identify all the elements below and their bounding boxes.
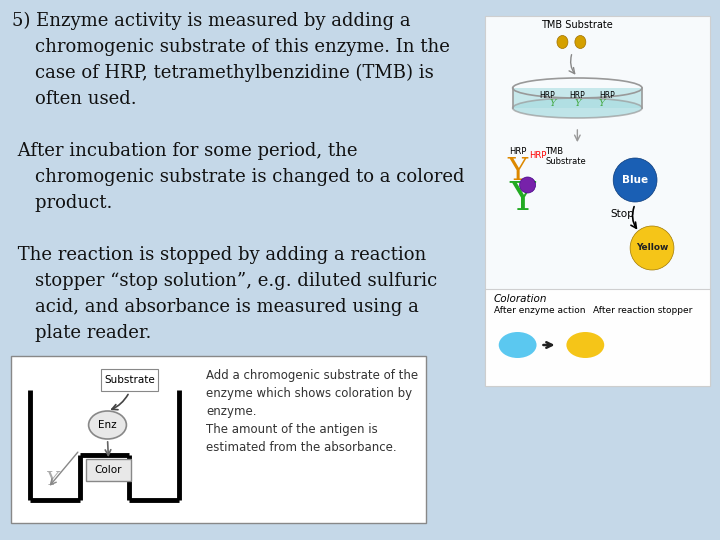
Text: chromogenic substrate is changed to a colored: chromogenic substrate is changed to a co… <box>12 168 464 186</box>
Bar <box>0 486 716 513</box>
Text: The reaction is stopped by adding a reaction: The reaction is stopped by adding a reac… <box>12 246 426 264</box>
Bar <box>0 432 716 459</box>
Text: Y: Y <box>510 181 536 219</box>
Text: stopper “stop solution”, e.g. diluted sulfuric: stopper “stop solution”, e.g. diluted su… <box>12 272 437 290</box>
Text: Substrate: Substrate <box>104 375 155 385</box>
Text: 5) Enzyme activity is measured by adding a: 5) Enzyme activity is measured by adding… <box>12 12 410 30</box>
Text: HRP: HRP <box>570 91 585 100</box>
Text: Stop: Stop <box>611 209 634 219</box>
Text: Color: Color <box>95 465 122 475</box>
Bar <box>0 513 716 540</box>
Text: acid, and absorbance is measured using a: acid, and absorbance is measured using a <box>12 298 419 316</box>
Bar <box>0 108 716 135</box>
Text: Y: Y <box>574 98 580 107</box>
Bar <box>0 378 716 405</box>
Ellipse shape <box>557 36 568 49</box>
Text: Yellow: Yellow <box>636 244 668 253</box>
Bar <box>0 243 716 270</box>
FancyBboxPatch shape <box>101 369 158 391</box>
Text: Y: Y <box>45 471 58 489</box>
Ellipse shape <box>575 36 586 49</box>
Bar <box>0 189 716 216</box>
Bar <box>513 88 642 108</box>
Text: Y: Y <box>508 157 528 187</box>
Ellipse shape <box>89 411 127 439</box>
Bar <box>0 324 716 351</box>
FancyBboxPatch shape <box>11 356 426 523</box>
Text: Blue: Blue <box>622 175 648 185</box>
Text: product.: product. <box>12 194 112 212</box>
Bar <box>0 297 716 324</box>
Text: After incubation for some period, the: After incubation for some period, the <box>12 142 357 160</box>
Text: Enz: Enz <box>98 420 117 430</box>
FancyBboxPatch shape <box>485 16 710 386</box>
Bar <box>0 351 716 378</box>
Text: TMB
Substrate: TMB Substrate <box>546 147 586 166</box>
Text: chromogenic substrate of this enzyme. In the: chromogenic substrate of this enzyme. In… <box>12 38 450 56</box>
Ellipse shape <box>513 98 642 118</box>
Circle shape <box>613 158 657 202</box>
Text: After reaction stopper: After reaction stopper <box>593 306 693 315</box>
Text: HRP: HRP <box>539 91 555 100</box>
Text: Y: Y <box>549 98 556 107</box>
Bar <box>0 270 716 297</box>
Circle shape <box>630 226 674 270</box>
FancyBboxPatch shape <box>485 289 710 386</box>
Text: HRP: HRP <box>599 91 615 100</box>
Bar <box>0 81 716 108</box>
Bar <box>0 27 716 54</box>
Bar <box>0 162 716 189</box>
Text: case of HRP, tetramethylbenzidine (TMB) is: case of HRP, tetramethylbenzidine (TMB) … <box>12 64 433 82</box>
Bar <box>0 135 716 162</box>
Text: Coloration: Coloration <box>494 294 547 304</box>
Bar <box>0 54 716 81</box>
Bar <box>0 459 716 486</box>
Circle shape <box>520 177 536 193</box>
FancyBboxPatch shape <box>86 459 131 481</box>
Text: Add a chromogenic substrate of the
enzyme which shows coloration by
enzyme.
The : Add a chromogenic substrate of the enzym… <box>206 369 418 454</box>
Bar <box>0 0 716 27</box>
Text: After enzyme action: After enzyme action <box>494 306 585 315</box>
Text: HRP: HRP <box>529 151 546 159</box>
Bar <box>0 405 716 432</box>
Text: plate reader.: plate reader. <box>12 324 151 342</box>
Text: Y: Y <box>599 98 606 107</box>
Text: TMB Substrate: TMB Substrate <box>541 20 613 30</box>
Text: HRP: HRP <box>509 147 526 156</box>
Ellipse shape <box>567 332 604 358</box>
Ellipse shape <box>499 332 536 358</box>
Text: often used.: often used. <box>12 90 137 108</box>
Bar <box>0 216 716 243</box>
